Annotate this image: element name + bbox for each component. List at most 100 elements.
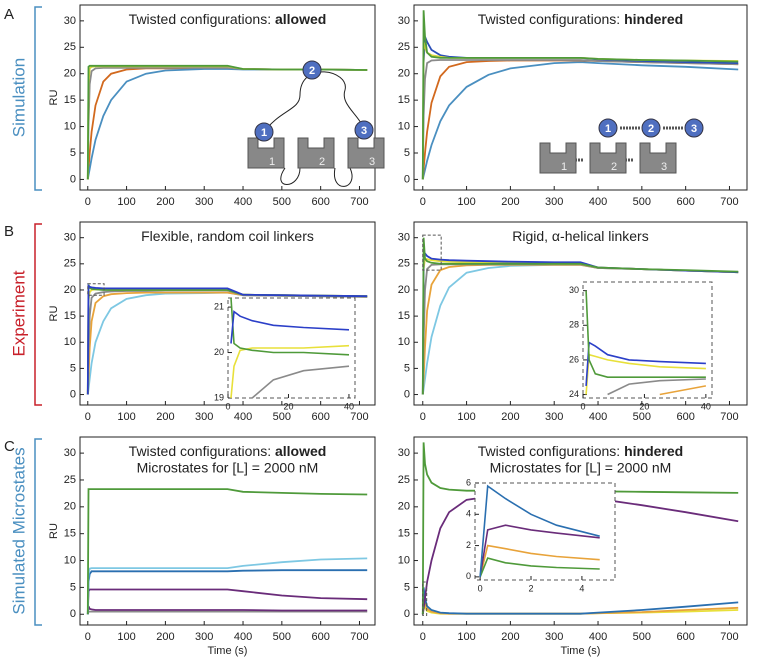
y-tick-label: 25 [398, 41, 410, 53]
plot-frame [79, 436, 376, 626]
binding-site [639, 142, 677, 174]
chart-title: Twisted configurations: hindered [478, 11, 683, 27]
x-tick-label: 0 [580, 401, 585, 411]
line-series [479, 524, 600, 578]
y-tick-label: 30 [398, 15, 410, 27]
x-tick-label: 200 [501, 411, 519, 423]
site-label: 1 [561, 161, 567, 173]
line-series [421, 587, 739, 615]
x-tick-label: 0 [420, 631, 426, 643]
ligand-label: 1 [261, 127, 267, 139]
y-tick-label: 30 [398, 447, 410, 459]
x-axis-label: Time (s) [208, 645, 248, 657]
y-tick-label: 30 [64, 15, 76, 27]
y-tick-label: 30 [64, 232, 76, 244]
line-series [251, 365, 350, 399]
y-tick-label: 26 [569, 354, 579, 364]
line-series [86, 557, 368, 615]
line-series [86, 488, 368, 615]
title-emphasis: allowed [275, 11, 326, 27]
x-tick-label: 500 [633, 196, 651, 208]
x-tick-label: 700 [350, 196, 368, 208]
x-tick-label: 100 [457, 631, 475, 643]
y-tick-label: 30 [398, 232, 410, 244]
title-text: Twisted configurations: [478, 11, 624, 27]
y-tick-label: 25 [398, 474, 410, 486]
x-tick-label: 400 [234, 411, 252, 423]
x-tick-label: 100 [117, 411, 135, 423]
chart-title: Twisted configurations: allowed [129, 11, 327, 27]
y-tick-label: 20 [398, 284, 410, 296]
y-tick-label: 5 [70, 362, 76, 374]
zoom-box [87, 283, 105, 296]
y-tick-label: 10 [398, 554, 410, 566]
row-bracket [34, 438, 42, 626]
y-tick-label: 10 [64, 120, 76, 132]
x-tick-label: 700 [720, 196, 738, 208]
y-tick-label: 6 [466, 477, 471, 487]
x-tick-label: 400 [589, 411, 607, 423]
x-tick-label: 700 [350, 411, 368, 423]
panel-letter: A [4, 6, 14, 23]
title-text: Rigid, α-helical linkers [512, 228, 648, 244]
x-tick-label: 300 [545, 631, 563, 643]
binding-site [347, 137, 385, 169]
y-tick-label: 25 [398, 258, 410, 270]
x-tick-label: 100 [457, 196, 475, 208]
x-tick-label: 700 [720, 411, 738, 423]
x-tick-label: 100 [117, 631, 135, 643]
x-tick-label: 500 [273, 411, 291, 423]
y-tick-label: 25 [64, 41, 76, 53]
ligand-label: 2 [309, 65, 315, 77]
y-tick-label: 15 [398, 310, 410, 322]
x-tick-label: 0 [85, 411, 91, 423]
y-tick-label: 20 [64, 284, 76, 296]
y-tick-label: 0 [70, 388, 76, 400]
linker [263, 71, 365, 187]
site-label: 3 [661, 161, 667, 173]
y-tick-label: 10 [398, 120, 410, 132]
x-tick-label: 0 [420, 196, 426, 208]
zoom-box [422, 581, 428, 616]
ligand [684, 118, 704, 138]
title-text: Flexible, random coil linkers [141, 228, 314, 244]
title-emphasis: hindered [624, 443, 683, 459]
x-tick-label: 300 [545, 196, 563, 208]
x-tick-label: 500 [633, 631, 651, 643]
row-label: Simulation [9, 58, 28, 137]
x-tick-label: 40 [344, 401, 354, 411]
chart-subtitle: Microstates for [L] = 2000 nM [490, 460, 672, 476]
y-tick-label: 24 [569, 389, 579, 399]
line-series [659, 385, 707, 396]
x-tick-label: 0 [478, 583, 483, 593]
x-tick-label: 500 [633, 411, 651, 423]
schematic: 1 2 3 1 2 3 [539, 118, 704, 174]
y-tick-label: 4 [466, 509, 471, 519]
x-tick-label: 200 [501, 196, 519, 208]
title-text: Twisted configurations: [478, 443, 624, 459]
y-tick-label: 25 [64, 474, 76, 486]
y-tick-label: 10 [64, 336, 76, 348]
x-tick-label: 400 [234, 631, 252, 643]
x-tick-label: 200 [156, 631, 174, 643]
y-tick-label: 20 [64, 501, 76, 513]
ligand [254, 122, 274, 142]
y-tick-label: 5 [404, 362, 410, 374]
line-series [86, 283, 368, 395]
x-tick-label: 100 [117, 196, 135, 208]
y-tick-label: 20 [398, 68, 410, 80]
ligand-label: 2 [648, 123, 654, 135]
row-bracket [34, 6, 42, 191]
x-tick-label: 500 [273, 631, 291, 643]
x-tick-label: 600 [311, 196, 329, 208]
x-tick-label: 20 [283, 401, 293, 411]
x-tick-label: 100 [457, 411, 475, 423]
schematic: 1 2 3 1 2 3 [247, 60, 385, 187]
panel-letter: C [4, 438, 15, 455]
x-tick-label: 300 [545, 411, 563, 423]
